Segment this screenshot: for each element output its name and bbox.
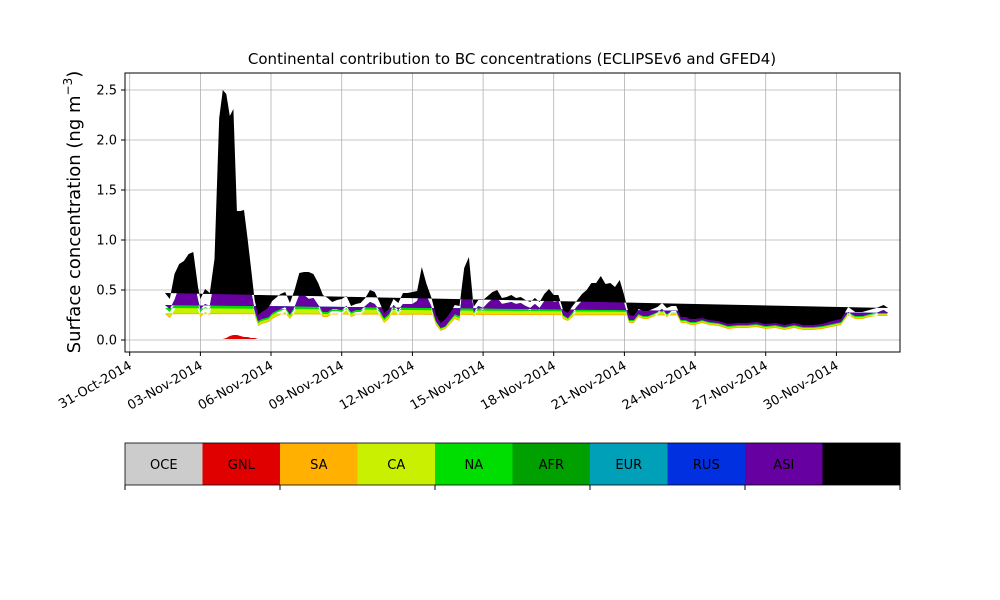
chart-title: Continental contribution to BC concentra… — [248, 50, 776, 68]
legend-swatch-sa — [280, 443, 358, 485]
y-tick-label: 0.5 — [96, 284, 117, 299]
legend-label-ca: CA — [387, 458, 405, 473]
x-tick-label: 21-Nov-2014 — [549, 358, 629, 413]
legend-swatch-rus — [667, 443, 746, 485]
y-tick-label: 0.0 — [96, 334, 117, 349]
legend-colorbar: OCE GNL SA CA NA AFR EUR RUS ASI AUS — [124, 442, 901, 490]
legend-label-sa: SA — [310, 458, 327, 473]
area-series-sa — [165, 146, 889, 331]
x-tick-label: 15-Nov-2014 — [408, 358, 488, 413]
x-tick-label: 09-Nov-2014 — [266, 358, 346, 413]
legend-label-aus: AUS — [848, 458, 875, 473]
legend-label-eur: EUR — [615, 458, 642, 473]
legend-label-rus: RUS — [693, 458, 720, 473]
stacked-areas — [165, 90, 889, 339]
y-tick-label: 1.5 — [96, 184, 117, 199]
legend-swatch-afr — [512, 443, 591, 485]
legend-swatch-eur — [590, 443, 668, 485]
y-tick-label: 1.0 — [96, 234, 117, 249]
legend-swatch-gnl — [202, 443, 281, 485]
x-tick-label: 30-Nov-2014 — [761, 358, 841, 413]
x-tick-label: 18-Nov-2014 — [478, 358, 558, 413]
area-series-ca — [165, 144, 889, 330]
y-tick-label: 2.0 — [96, 134, 117, 149]
y-axis-label-exponent: −3 — [61, 78, 75, 96]
area-series-gnl — [165, 335, 889, 339]
legend-swatch-aus — [822, 443, 901, 485]
legend-swatch-asi — [745, 443, 823, 485]
y-tick-label: 2.5 — [96, 84, 117, 99]
legend-label-oce: OCE — [150, 458, 178, 473]
x-tick-label: 03-Nov-2014 — [125, 358, 205, 413]
legend-label-asi: ASI — [773, 458, 794, 473]
x-axis-ticks: 31-Oct-201403-Nov-201406-Nov-201409-Nov-… — [56, 352, 841, 413]
legend-label-afr: AFR — [539, 458, 564, 473]
y-axis-ticks: 0.0 0.5 1.0 1.5 2.0 2.5 — [96, 84, 125, 349]
x-tick-label: 12-Nov-2014 — [337, 358, 417, 413]
legend-swatch-na — [435, 443, 513, 485]
x-tick-label: 24-Nov-2014 — [620, 358, 700, 413]
legend-label-gnl: GNL — [228, 458, 256, 473]
y-axis-label: Surface concentration (ng m−3) — [61, 71, 85, 354]
x-tick-label: 06-Nov-2014 — [196, 358, 276, 413]
area-series-oce — [165, 335, 889, 339]
x-tick-label: 27-Nov-2014 — [690, 358, 770, 413]
legend-frame — [124, 442, 901, 486]
x-tick-label: 31-Oct-2014 — [56, 358, 134, 412]
legend-label-na: NA — [464, 458, 483, 473]
y-axis-label-main: Surface concentration (ng m — [64, 95, 85, 353]
y-axis-label-close: ) — [64, 71, 85, 78]
legend-swatch-oce — [125, 443, 203, 485]
legend-swatch-ca — [357, 443, 436, 485]
plot-frame — [124, 72, 901, 353]
